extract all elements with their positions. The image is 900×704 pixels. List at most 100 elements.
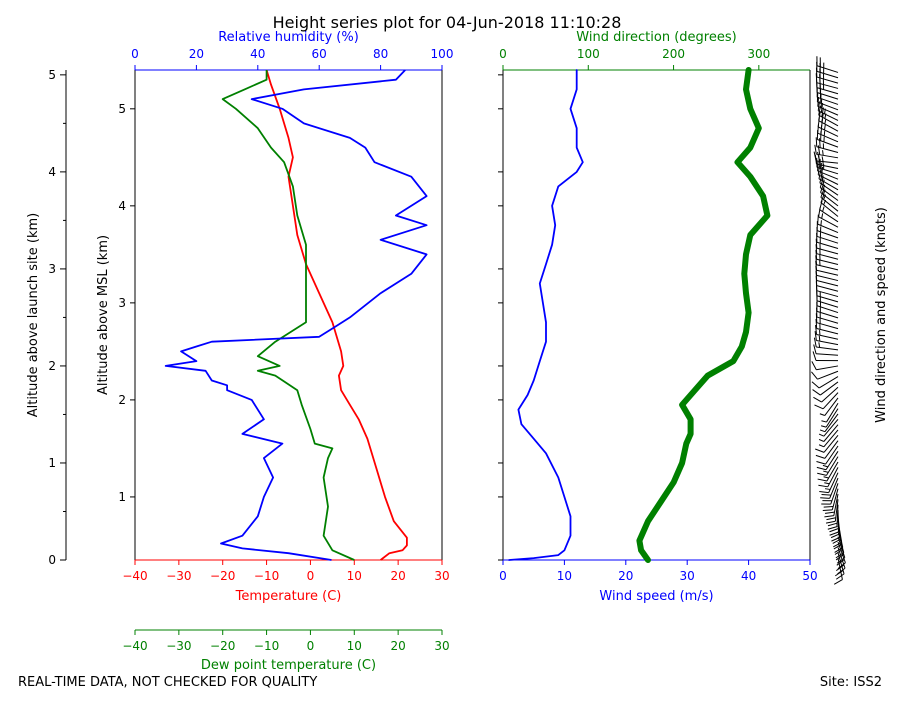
launch-axis-title: Altitude above launch site (km)	[26, 213, 41, 417]
wind-barb-staff	[816, 366, 838, 370]
wind-direction-tick-label: 0	[499, 47, 507, 61]
wind-speed-tick-label: 10	[557, 569, 572, 583]
wind-barb-feather	[821, 220, 822, 225]
wind-barbs: Wind direction and speed (knots)	[811, 56, 889, 584]
temperature-tick-label: 10	[347, 569, 362, 583]
launch-tick-label: 2	[48, 359, 56, 373]
wind-barb-feather	[813, 397, 821, 402]
wind-barb-feather	[816, 137, 817, 146]
wind-barb-feather	[819, 439, 824, 441]
wind-barb-feather	[824, 516, 833, 517]
launch-tick-label: 1	[48, 456, 56, 470]
wind-barb-feather	[819, 336, 820, 341]
wind-barb-feather	[820, 414, 825, 416]
msl-tick-label: 4	[118, 199, 126, 213]
wind-barb-staff	[817, 280, 838, 285]
rh-tick-label: 20	[189, 47, 204, 61]
temperature-tick-label: 0	[307, 569, 315, 583]
relative-humidity-line	[166, 70, 427, 560]
wind-speed-tick-label: 40	[741, 569, 756, 583]
wind-speed-tick-label: 20	[618, 569, 633, 583]
wind-direction-tick-label: 200	[662, 47, 685, 61]
temperature-tick-label: 30	[434, 569, 449, 583]
temperature-tick-label: −10	[254, 569, 279, 583]
wind-barb-feather	[818, 479, 827, 481]
temperature-axis-title: Temperature (C)	[235, 589, 342, 604]
wind-barb-feather	[814, 405, 823, 409]
wind-barb-staff	[817, 275, 838, 280]
dewpoint-tick-label: −30	[166, 639, 191, 653]
wind-barb-feather	[812, 361, 817, 369]
wind-barb-feather	[818, 161, 819, 170]
wind-direction-line	[639, 70, 767, 560]
wind-speed-tick-label: 0	[499, 569, 507, 583]
wind-barb-staff	[817, 270, 838, 275]
rh-tick-label: 80	[373, 47, 388, 61]
rh-axis-title: Relative humidity (%)	[218, 30, 359, 45]
launch-tick-label: 0	[48, 553, 56, 567]
wind-barb-feather	[821, 163, 822, 172]
wind-barb-staff	[820, 382, 838, 395]
temperature-line	[267, 70, 407, 560]
wind-barb-staff	[825, 414, 838, 432]
wind-barb-feather	[823, 207, 825, 212]
temperature-tick-label: −40	[122, 569, 147, 583]
dew-point-line	[223, 70, 355, 560]
wind-barb-feather	[820, 430, 825, 432]
wind-barb-feather	[812, 382, 819, 388]
dewpoint-tick-label: −40	[122, 639, 147, 653]
wind-barb-feather	[823, 465, 828, 466]
temperature-tick-label: 20	[391, 569, 406, 583]
msl-axis-title: Altitude above MSL (km)	[96, 235, 111, 395]
wind-barb-feather	[823, 510, 832, 511]
wind-barb-feather	[817, 473, 826, 475]
msl-tick-label: 2	[118, 393, 126, 407]
wind-speed-axis-title: Wind speed (m/s)	[599, 589, 713, 604]
wind-barb-feather	[811, 372, 817, 379]
dewpoint-tick-label: −10	[254, 639, 279, 653]
dewpoint-tick-label: −20	[210, 639, 235, 653]
msl-tick-label: 5	[118, 102, 126, 116]
wind-barb-feather	[819, 492, 828, 493]
dewpoint-tick-label: 10	[347, 639, 362, 653]
wind-barb-feather	[820, 498, 829, 499]
wind-barb-feather	[818, 165, 819, 174]
wind-barb-staff	[817, 286, 838, 292]
wind-barb-feather	[819, 342, 820, 347]
rh-tick-label: 40	[250, 47, 265, 61]
wind-speed-tick-label: 30	[680, 569, 695, 583]
wind-barb-feather	[823, 150, 824, 155]
wind-barb-feather	[822, 495, 831, 496]
wind-barb-feather	[834, 580, 842, 585]
wind-barb-feather	[819, 434, 824, 436]
wind-barb-feather	[828, 523, 837, 526]
wind-barb-feather	[820, 138, 821, 147]
wind-barb-feather	[815, 449, 824, 452]
dewpoint-tick-label: 30	[434, 639, 449, 653]
launch-tick-label: 3	[48, 262, 56, 276]
wind-direction-tick-label: 100	[577, 47, 600, 61]
wind-barb-feather	[826, 521, 835, 523]
wind-direction-tick-label: 300	[747, 47, 770, 61]
launch-tick-label: 5	[48, 68, 56, 82]
wind-barb-feather	[822, 156, 823, 161]
wind-barb-feather	[817, 467, 826, 469]
wind-barb-feather	[823, 471, 828, 472]
wind-direction-axis-title: Wind direction (degrees)	[576, 30, 736, 45]
wind-barb-feather	[824, 125, 825, 130]
rh-tick-label: 100	[431, 47, 454, 61]
msl-tick-label: 1	[118, 490, 126, 504]
wind-barb-feather	[816, 455, 825, 458]
wind-barb-feather	[824, 477, 829, 478]
wind-barb-feather	[813, 390, 821, 395]
wind-barb-feather	[818, 485, 827, 487]
wind-barb-feather	[815, 145, 816, 154]
wind-barb-feather	[824, 507, 833, 508]
wind-barb-feather	[825, 489, 830, 490]
wind-barb-axis-title: Wind direction and speed (knots)	[874, 207, 889, 423]
wind-barb-feather	[822, 213, 823, 218]
rh-tick-label: 60	[312, 47, 327, 61]
footer-quality-note: REAL-TIME DATA, NOT CHECKED FOR QUALITY	[18, 675, 317, 690]
